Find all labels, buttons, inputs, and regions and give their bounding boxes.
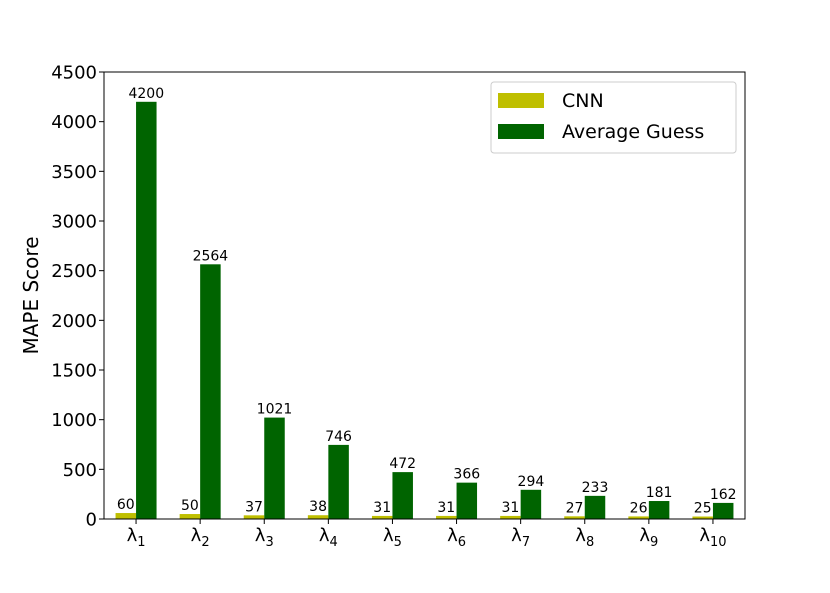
- data-label: 38: [309, 499, 327, 515]
- y-tick-label: 4500: [51, 63, 97, 84]
- bar-cnn: [243, 515, 265, 519]
- data-label: 366: [453, 467, 480, 483]
- y-tick-label: 0: [86, 510, 97, 531]
- data-label: 162: [710, 487, 737, 503]
- y-tick-label: 3500: [51, 162, 97, 183]
- x-tick-label: λ8: [575, 525, 594, 550]
- legend: CNN Average Guess: [490, 81, 737, 154]
- data-label: 4200: [128, 86, 164, 102]
- bar-cnn: [692, 516, 713, 519]
- bar-average-guess: [328, 444, 349, 519]
- data-label: 1021: [257, 402, 293, 418]
- bar-cnn: [307, 515, 329, 519]
- bar-cnn: [564, 516, 585, 519]
- data-label: 31: [437, 500, 455, 516]
- bars: [115, 101, 734, 520]
- x-tick-label: λ1: [127, 525, 146, 550]
- bar-average-guess: [200, 264, 221, 519]
- data-label: 181: [646, 485, 673, 501]
- y-tick-label: 4000: [51, 112, 97, 133]
- x-axis-ticks: λ1 λ2 λ3 λ4 λ5 λ6 λ7 λ8 λ9 λ10: [127, 519, 727, 550]
- x-tick-label: λ3: [255, 525, 274, 550]
- data-label: 25: [694, 501, 712, 517]
- data-label: 746: [325, 429, 352, 445]
- bar-average-guess: [136, 101, 157, 520]
- legend-swatch-average-guess: [498, 124, 544, 139]
- bar-average-guess: [520, 489, 542, 519]
- x-tick-label: λ2: [191, 525, 210, 550]
- y-axis-ticks: 0 500 1000 1500 2000 2500 3000 3500 4000 4500: [51, 63, 104, 531]
- bar-average-guess: [456, 482, 478, 519]
- bar-cnn: [371, 515, 393, 519]
- data-label: 26: [630, 500, 648, 516]
- x-tick-label: λ9: [639, 525, 658, 550]
- bar-cnn: [115, 513, 137, 519]
- data-label: 472: [389, 456, 416, 472]
- legend-label-average-guess: Average Guess: [562, 121, 704, 143]
- plot-frame: [103, 71, 746, 520]
- data-label: 50: [181, 498, 199, 514]
- data-label: 31: [373, 500, 391, 516]
- bar-average-guess: [264, 417, 285, 519]
- y-tick-label: 2500: [51, 261, 97, 282]
- bar-average-guess: [584, 495, 606, 519]
- bar-average-guess: [392, 472, 413, 519]
- x-tick-label: λ5: [383, 525, 402, 550]
- y-tick-label: 1000: [51, 410, 97, 431]
- data-labels: 60 4200 50 2564 37 1021 38 746 31 472 31 366 31 294 27…: [117, 86, 737, 517]
- x-tick-label: λ7: [511, 525, 530, 550]
- bar-cnn: [179, 514, 201, 519]
- x-tick-label: λ6: [447, 525, 466, 550]
- bar-cnn: [436, 515, 457, 519]
- data-label: 37: [245, 499, 263, 515]
- data-label: 60: [117, 497, 135, 513]
- y-tick-label: 3000: [51, 212, 97, 233]
- y-tick-label: 500: [63, 460, 97, 481]
- x-tick-label: λ10: [699, 525, 726, 550]
- y-tick-label: 2000: [51, 311, 97, 332]
- x-tick-label: λ4: [319, 525, 338, 550]
- legend-box: [490, 81, 737, 154]
- data-label: 294: [518, 474, 545, 490]
- data-label: 233: [582, 480, 609, 496]
- bar-cnn: [500, 515, 521, 519]
- data-label: 2564: [193, 248, 229, 264]
- bar-cnn: [628, 516, 649, 519]
- legend-label-cnn: CNN: [562, 90, 604, 112]
- data-label: 27: [566, 500, 584, 516]
- data-label: 31: [501, 500, 519, 516]
- legend-swatch-cnn: [498, 93, 544, 108]
- y-axis-label: MAPE Score: [19, 236, 43, 354]
- y-tick-label: 1500: [51, 361, 97, 382]
- bar-average-guess: [648, 501, 670, 519]
- bar-average-guess: [712, 502, 734, 519]
